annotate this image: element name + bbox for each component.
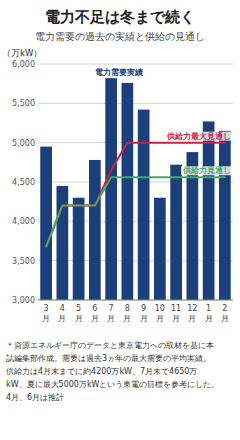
- bar: [105, 78, 117, 300]
- y-tick-label: 5,000: [12, 139, 35, 148]
- line: [46, 143, 225, 247]
- bar: [89, 160, 101, 300]
- plot-area: [40, 78, 230, 300]
- title: 電力不足は冬まで続く: [45, 8, 195, 26]
- series-label: 供給力最大見通し: [166, 132, 231, 141]
- x-tick-label: 9月: [140, 304, 148, 323]
- label-background: [94, 67, 144, 77]
- y-axis-label: （万kW）: [2, 48, 42, 58]
- y-tick-label: 3,500: [12, 257, 35, 266]
- series-label: 電力需要実績: [95, 67, 143, 77]
- y-tick-label: 4,000: [12, 217, 35, 226]
- grid-line: [38, 103, 233, 104]
- x-tick-label: 12月: [187, 304, 197, 323]
- chart: 電力不足は冬まで続く電力需要の過去の実績と供給の見通し （万kW） 3,000 3,5…: [0, 0, 240, 440]
- x-tick-label: 6月: [91, 304, 99, 323]
- bar: [73, 198, 85, 300]
- bar: [40, 147, 52, 300]
- series-labels: 電力需要実績供給力最大見通し供給力見通し: [94, 67, 232, 175]
- x-tick-label: 11月: [171, 304, 181, 323]
- grid-line: [38, 300, 233, 301]
- x-tick-label: 3月: [42, 304, 50, 323]
- bar: [57, 186, 69, 300]
- bar: [154, 198, 166, 300]
- x-tick-label: 4月: [58, 304, 66, 323]
- footnote: ＊資源エネルギー庁のデータと東京電力への取材を基に本誌編集部作成。需要は過去3ヵ…: [6, 341, 219, 402]
- x-tick-label: 2月: [221, 304, 229, 323]
- y-tick-label: 5,500: [12, 99, 35, 108]
- y-tick-label: 6,000: [12, 60, 35, 69]
- label-background: [165, 132, 232, 141]
- bar: [203, 121, 215, 300]
- subtitle: 電力需要の過去の実績と供給の見通し: [35, 31, 205, 42]
- label-background: [181, 166, 232, 175]
- x-tick-label: 10月: [155, 304, 165, 323]
- x-tick-label: 1月: [205, 304, 213, 323]
- x-tick-label: 8月: [123, 304, 131, 323]
- y-tick-label: 3,000: [12, 296, 35, 305]
- x-tick-label: 5月: [75, 304, 83, 323]
- bar: [138, 110, 150, 300]
- y-tick-label: 4,500: [12, 178, 35, 187]
- grid-line: [38, 64, 233, 65]
- line: [46, 177, 225, 246]
- bar: [219, 131, 231, 300]
- series-label: 供給力見通し: [182, 166, 231, 175]
- x-axis-line: [38, 300, 233, 301]
- x-tick-label: 7月: [107, 304, 115, 323]
- bar: [122, 83, 134, 300]
- bar: [170, 165, 182, 300]
